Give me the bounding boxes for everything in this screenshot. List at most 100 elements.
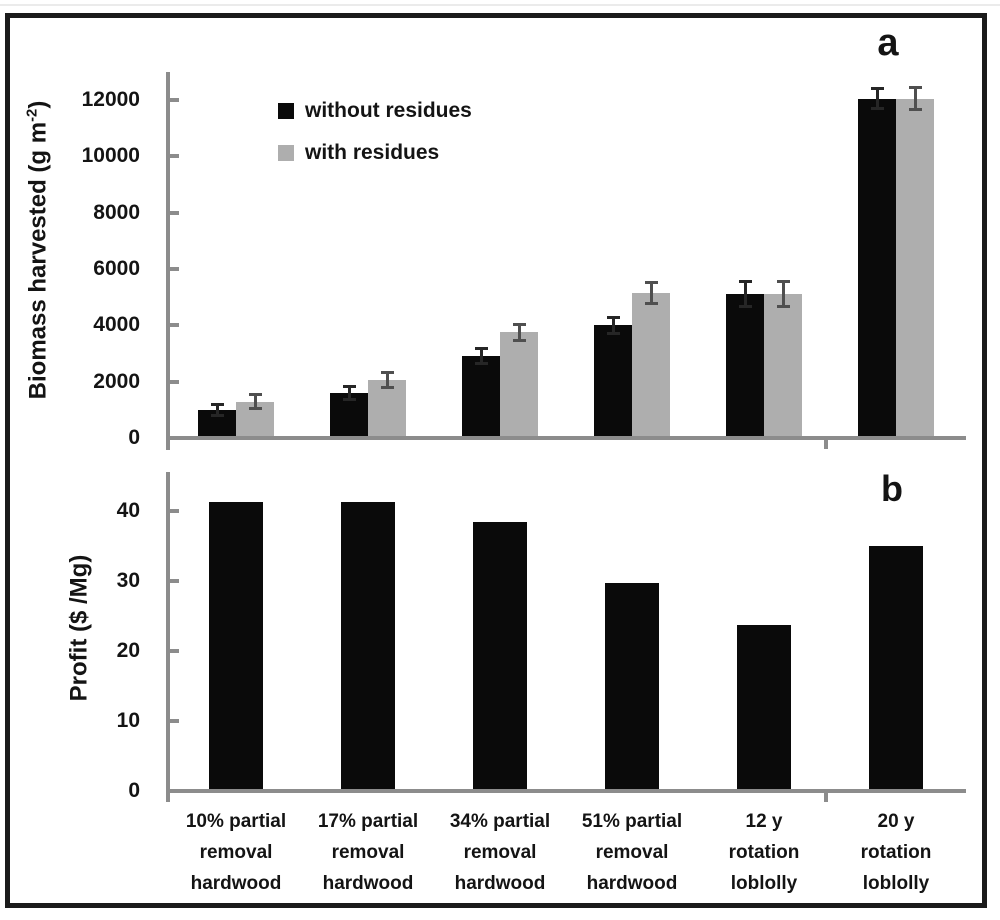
- y-tick-label-b: 30: [116, 569, 140, 592]
- panel-b-letter: b: [881, 468, 903, 509]
- legend-label-with-residues: with residues: [305, 141, 440, 164]
- scan-artifact-line: [0, 4, 1000, 6]
- error-bar-cap: [606, 316, 620, 320]
- x-category-line: removal: [199, 842, 273, 863]
- y-tick-a: [170, 210, 179, 215]
- x-category-line: 34% partial: [449, 811, 551, 832]
- x-category-label: 51% partial removal hardwood: [557, 806, 707, 899]
- x-category-line: hardwood: [454, 873, 546, 894]
- bar-b-profit: [605, 583, 659, 791]
- error-bar-cap: [210, 402, 224, 406]
- bar-b-profit: [341, 501, 395, 791]
- error-bar-cap: [342, 398, 356, 402]
- error-bar-stem: [385, 371, 389, 390]
- bar-b-profit: [737, 625, 791, 791]
- x-category-label: 20 y rotation loblolly: [821, 806, 971, 899]
- error-bar-cap: [380, 371, 394, 375]
- x-category-line: hardwood: [586, 873, 678, 894]
- error-bar-cap: [210, 413, 224, 417]
- y-tick-label-a: 12000: [81, 88, 140, 111]
- error-bar-cap: [776, 280, 790, 284]
- error-bar-cap: [512, 338, 526, 342]
- legend-label-without-residues: without residues: [305, 99, 472, 122]
- bar-a-with-residues: [764, 294, 802, 438]
- y-tick-a: [170, 267, 179, 271]
- error-bar-stem: [743, 280, 747, 309]
- bar-a-without-residues: [462, 356, 500, 438]
- bar-a-without-residues: [594, 325, 632, 438]
- bar-a-with-residues: [896, 98, 934, 438]
- error-bar-cap: [908, 85, 922, 89]
- x-category-line: 10% partial: [185, 811, 287, 832]
- error-bar-cap: [870, 86, 884, 90]
- y-tick-a: [170, 154, 179, 159]
- x-category-label: 34% partial removal hardwood: [425, 806, 575, 899]
- legend-swatch-without-residues: [278, 103, 294, 119]
- error-bar-cap: [606, 331, 620, 335]
- error-bar-cap: [380, 386, 394, 390]
- panel-a-x-axis-line: [166, 436, 966, 440]
- error-bar-cap: [644, 302, 658, 306]
- bar-b-profit: [869, 546, 923, 791]
- x-category-line: 17% partial: [317, 811, 419, 832]
- error-bar-stem: [253, 393, 257, 411]
- y-tick-label-a: 4000: [93, 313, 140, 337]
- error-bar-stem: [611, 316, 615, 335]
- y-tick-b: [170, 719, 179, 723]
- x-category-line: rotation: [728, 842, 800, 863]
- x-category-line: 51% partial: [581, 811, 683, 832]
- error-bar-cap: [512, 322, 526, 326]
- error-bar-cap: [738, 280, 752, 284]
- error-bar-cap: [474, 347, 488, 351]
- panel-b-x-axis-tick: [824, 793, 828, 802]
- x-category-label: 12 y rotation loblolly: [689, 806, 839, 899]
- error-bar-stem: [913, 85, 917, 112]
- error-bar-cap: [644, 280, 658, 284]
- x-category-line: removal: [595, 842, 669, 863]
- x-category-label: 10% partial removal hardwood: [161, 806, 311, 899]
- x-category-label: 17% partial removal hardwood: [293, 806, 443, 899]
- x-category-line: removal: [463, 842, 537, 863]
- bar-a-with-residues: [500, 332, 538, 438]
- bar-a-with-residues: [632, 292, 670, 438]
- y-tick-label-b: 0: [128, 779, 140, 802]
- x-category-line: hardwood: [190, 873, 282, 894]
- bar-a-without-residues: [726, 294, 764, 438]
- x-category-line: 20 y: [877, 811, 915, 832]
- error-bar-cap: [474, 362, 488, 366]
- error-bar-stem: [479, 347, 483, 366]
- x-category-line: hardwood: [322, 873, 414, 894]
- error-bar-cap: [342, 384, 356, 388]
- y-tick-label-a: 10000: [81, 144, 140, 168]
- error-bar-stem: [875, 86, 879, 111]
- x-category-line: rotation: [860, 842, 932, 863]
- y-tick-label-a: 0: [128, 426, 140, 449]
- y-tick-b: [170, 509, 179, 513]
- y-tick-label-b: 10: [116, 709, 140, 732]
- panel-a-letter: a: [877, 22, 899, 64]
- y-tick-label-a: 8000: [93, 200, 140, 224]
- error-bar-cap: [870, 107, 884, 111]
- bar-a-with-residues: [368, 380, 406, 438]
- bar-a-without-residues: [858, 98, 896, 438]
- y-tick-b: [170, 579, 179, 583]
- panel-b-x-axis-line: [166, 789, 966, 793]
- y-tick-b: [170, 649, 179, 653]
- error-bar-stem: [215, 402, 219, 417]
- x-category-line: removal: [331, 842, 405, 863]
- legend-swatch-with-residues: [278, 145, 294, 161]
- error-bar-stem: [347, 384, 351, 402]
- panel-b-y-axis-line: [166, 472, 170, 802]
- y-tick-label-b: 20: [116, 639, 140, 662]
- bar-b-profit: [473, 521, 527, 791]
- error-bar-stem: [517, 322, 521, 342]
- error-bar-stem: [781, 280, 785, 309]
- error-bar-cap: [908, 108, 922, 112]
- error-bar-stem: [649, 280, 653, 306]
- y-tick-label-b: 40: [116, 499, 140, 522]
- x-category-line: loblolly: [730, 873, 798, 894]
- x-category-line: 12 y: [745, 811, 783, 832]
- error-bar-cap: [738, 305, 752, 309]
